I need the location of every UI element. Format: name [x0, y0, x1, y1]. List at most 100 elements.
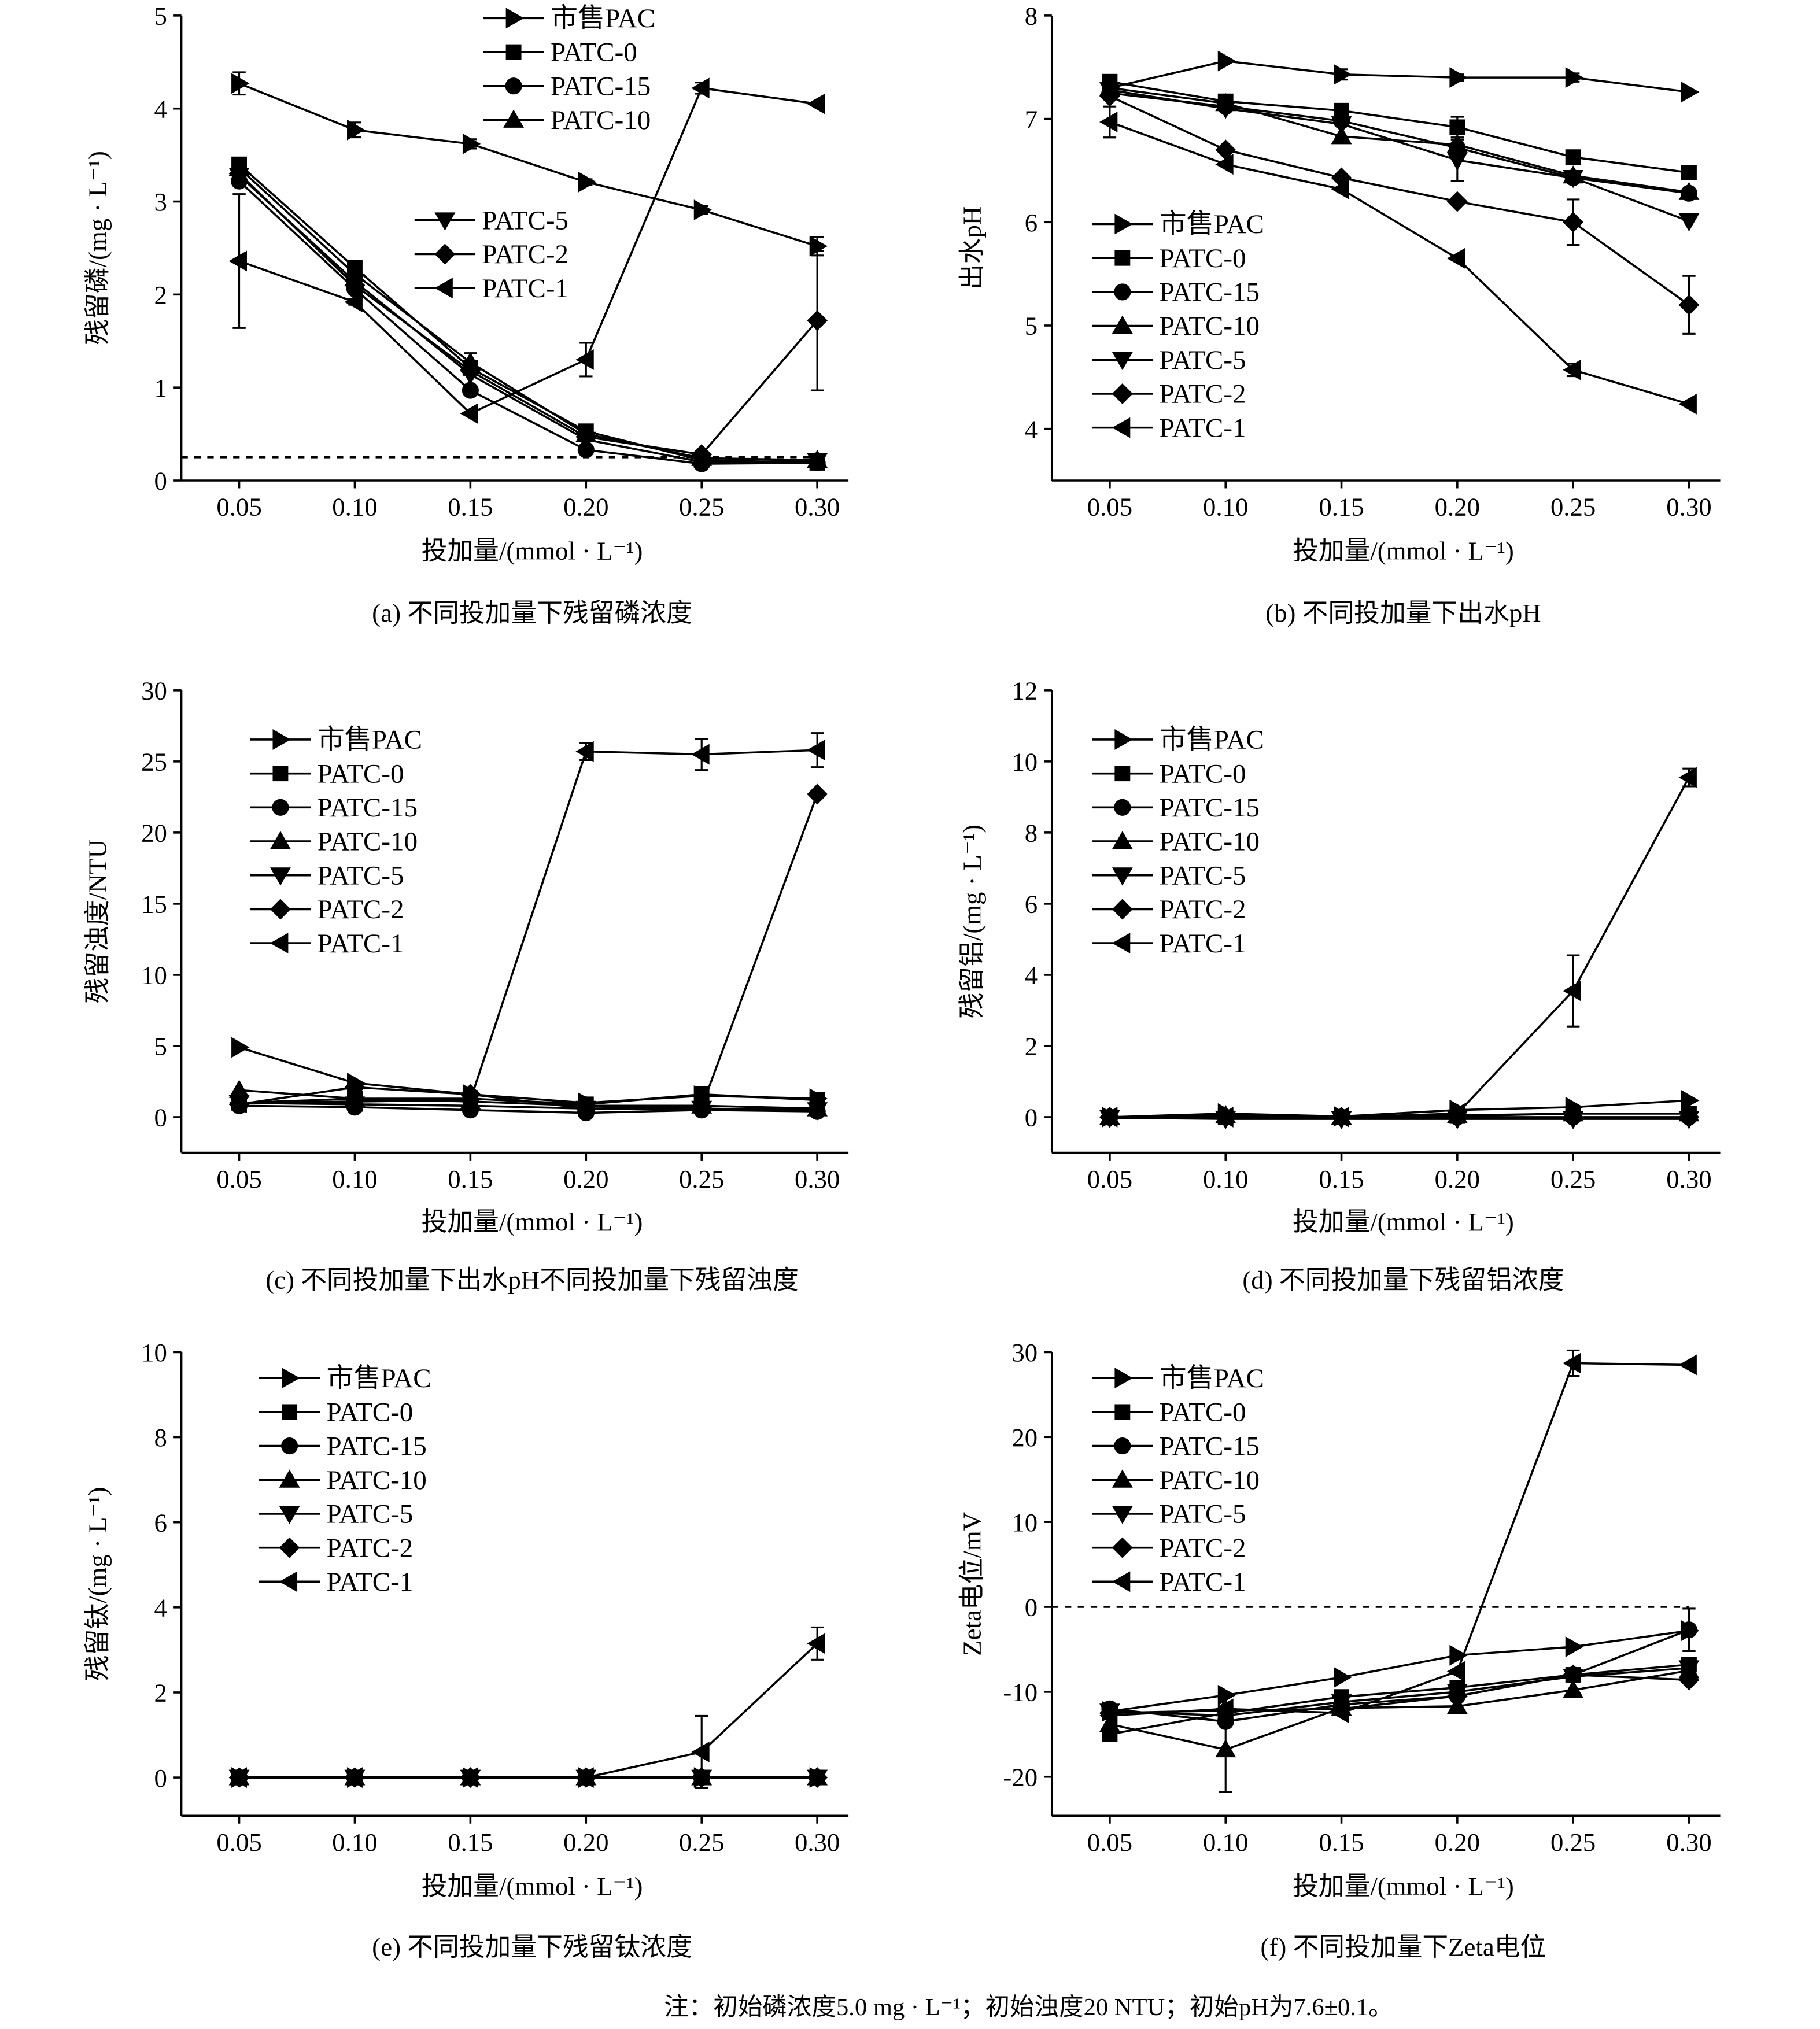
legend-label: PATC-15 [1160, 793, 1260, 823]
data-point-patc-1 [1678, 1354, 1697, 1376]
x-tick-label: 0.15 [448, 1165, 493, 1193]
y-tick-label: 0 [154, 1764, 167, 1793]
legend-label: PATC-5 [318, 860, 404, 890]
legend-item-patc-0: PATC-0 [1092, 759, 1246, 789]
legend-item-patc-2: PATC-2 [1092, 1533, 1246, 1563]
data-point-patc-5 [807, 1102, 828, 1121]
legend-item-patc-10: PATC-10 [259, 1465, 427, 1495]
panel-caption: (e) 不同投加量下残留钛浓度 [372, 1932, 692, 1961]
y-axis-label: 残留钛/(mg · L⁻¹) [83, 1487, 112, 1681]
legend-item-patc-1: PATC-1 [1092, 1567, 1246, 1597]
y-tick-label: 0 [1025, 1593, 1038, 1622]
data-point-patc-10 [1331, 126, 1352, 145]
legend-marker [1114, 213, 1133, 235]
data-point-commercial-pac [1565, 1636, 1584, 1657]
series-line-patc-1 [1109, 777, 1690, 1118]
data-point-patc-2 [1678, 1669, 1700, 1691]
y-tick-label: 4 [154, 94, 167, 123]
x-tick-label: 0.15 [1319, 1828, 1364, 1857]
legend-marker [1112, 899, 1133, 920]
legend-item-commercial-pac: 市售PAC [1092, 1363, 1264, 1394]
data-point-patc-1 [344, 1091, 363, 1112]
legend-marker [1112, 352, 1133, 371]
legend-label: PATC-1 [326, 1567, 413, 1597]
y-tick-label: 4 [1025, 415, 1038, 444]
legend-item-patc-15: PATC-15 [259, 1431, 427, 1461]
legend-label: PATC-0 [326, 1398, 413, 1428]
series-line-patc-5 [1109, 1117, 1689, 1120]
data-point-patc-2 [575, 426, 597, 448]
x-tick-label: 0.25 [1550, 1165, 1596, 1193]
legend-marker [1114, 766, 1131, 782]
y-tick-label: 3 [154, 187, 167, 216]
legend-label: PATC-1 [482, 274, 568, 304]
legend-item-patc-0: PATC-0 [259, 1398, 413, 1428]
legend-marker [279, 1506, 300, 1524]
legend-marker [503, 109, 525, 128]
data-point-patc-2 [344, 275, 366, 296]
legend-item-patc-0: PATC-0 [483, 38, 637, 68]
legend-item-patc-5: PATC-5 [414, 205, 568, 235]
data-point-patc-2 [1446, 1686, 1468, 1707]
x-axis-label: 投加量/(mmol · L⁻¹) [422, 1872, 643, 1901]
legend-marker [1112, 1537, 1133, 1558]
series-line-patc-2 [239, 793, 818, 1110]
panel-caption: (b) 不同投加量下出水pH [1265, 598, 1541, 627]
data-point-patc-1 [575, 349, 594, 370]
legend-marker [270, 933, 289, 954]
legend-label: 市售PAC [551, 3, 655, 34]
legend-marker [272, 766, 289, 782]
y-tick-label: 5 [154, 2, 167, 31]
data-point-commercial-pac [1449, 1644, 1468, 1666]
legend-marker [1114, 729, 1133, 750]
x-tick-label: 0.20 [563, 492, 608, 521]
data-point-patc-1 [344, 1767, 363, 1788]
y-tick-label: 0 [1025, 1103, 1038, 1132]
data-point-patc-1 [575, 1767, 594, 1788]
x-tick-label: 0.10 [1203, 1828, 1248, 1857]
y-tick-label: 10 [1011, 748, 1038, 777]
legend-label: PATC-10 [1160, 311, 1260, 341]
series-line-commercial-pac [239, 1046, 818, 1104]
data-point-patc-15 [1680, 1621, 1698, 1639]
data-point-patc-5 [807, 453, 828, 472]
y-tick-label: 2 [154, 1679, 167, 1708]
legend-label: PATC-2 [318, 895, 404, 925]
x-tick-label: 0.30 [795, 1828, 840, 1857]
data-point-patc-2 [1563, 1664, 1584, 1686]
y-axis-label: 残留铝/(mg · L⁻¹) [958, 825, 987, 1019]
data-point-patc-1 [1446, 1661, 1465, 1682]
x-tick-label: 0.10 [1203, 492, 1248, 521]
x-axis-label: 投加量/(mmol · L⁻¹) [422, 1207, 643, 1236]
data-point-patc-1 [1678, 393, 1697, 415]
data-point-patc-1 [1446, 1103, 1465, 1124]
y-tick-label: -10 [1003, 1678, 1038, 1707]
legend-label: PATC-10 [326, 1465, 426, 1495]
legend-marker [505, 8, 525, 29]
legend-item-patc-5: PATC-5 [1092, 345, 1246, 375]
y-tick-label: 30 [141, 677, 167, 705]
legend-marker [1112, 867, 1133, 886]
x-tick-label: 0.10 [1203, 1165, 1248, 1193]
data-point-patc-1 [228, 1092, 247, 1114]
data-point-patc-1 [460, 403, 478, 424]
legend-label: PATC-5 [482, 205, 568, 235]
data-point-patc-1 [1678, 767, 1697, 788]
legend-label: 市售PAC [1160, 209, 1264, 239]
legend-label: 市售PAC [326, 1363, 431, 1394]
legend-item-patc-5: PATC-5 [250, 860, 404, 890]
legend-marker [1112, 1571, 1131, 1592]
data-point-patc-2 [1678, 294, 1700, 316]
legend-label: PATC-15 [551, 71, 651, 101]
legend-marker [505, 77, 522, 95]
x-tick-label: 0.15 [1319, 1165, 1364, 1193]
legend-label: PATC-1 [1160, 1567, 1246, 1597]
x-tick-label: 0.30 [1666, 492, 1711, 521]
legend-marker [434, 212, 456, 231]
legend-item-patc-10: PATC-10 [1092, 1465, 1260, 1495]
data-point-patc-2 [575, 1098, 597, 1119]
data-point-patc-5 [1331, 116, 1352, 135]
x-tick-label: 0.10 [332, 1828, 377, 1857]
